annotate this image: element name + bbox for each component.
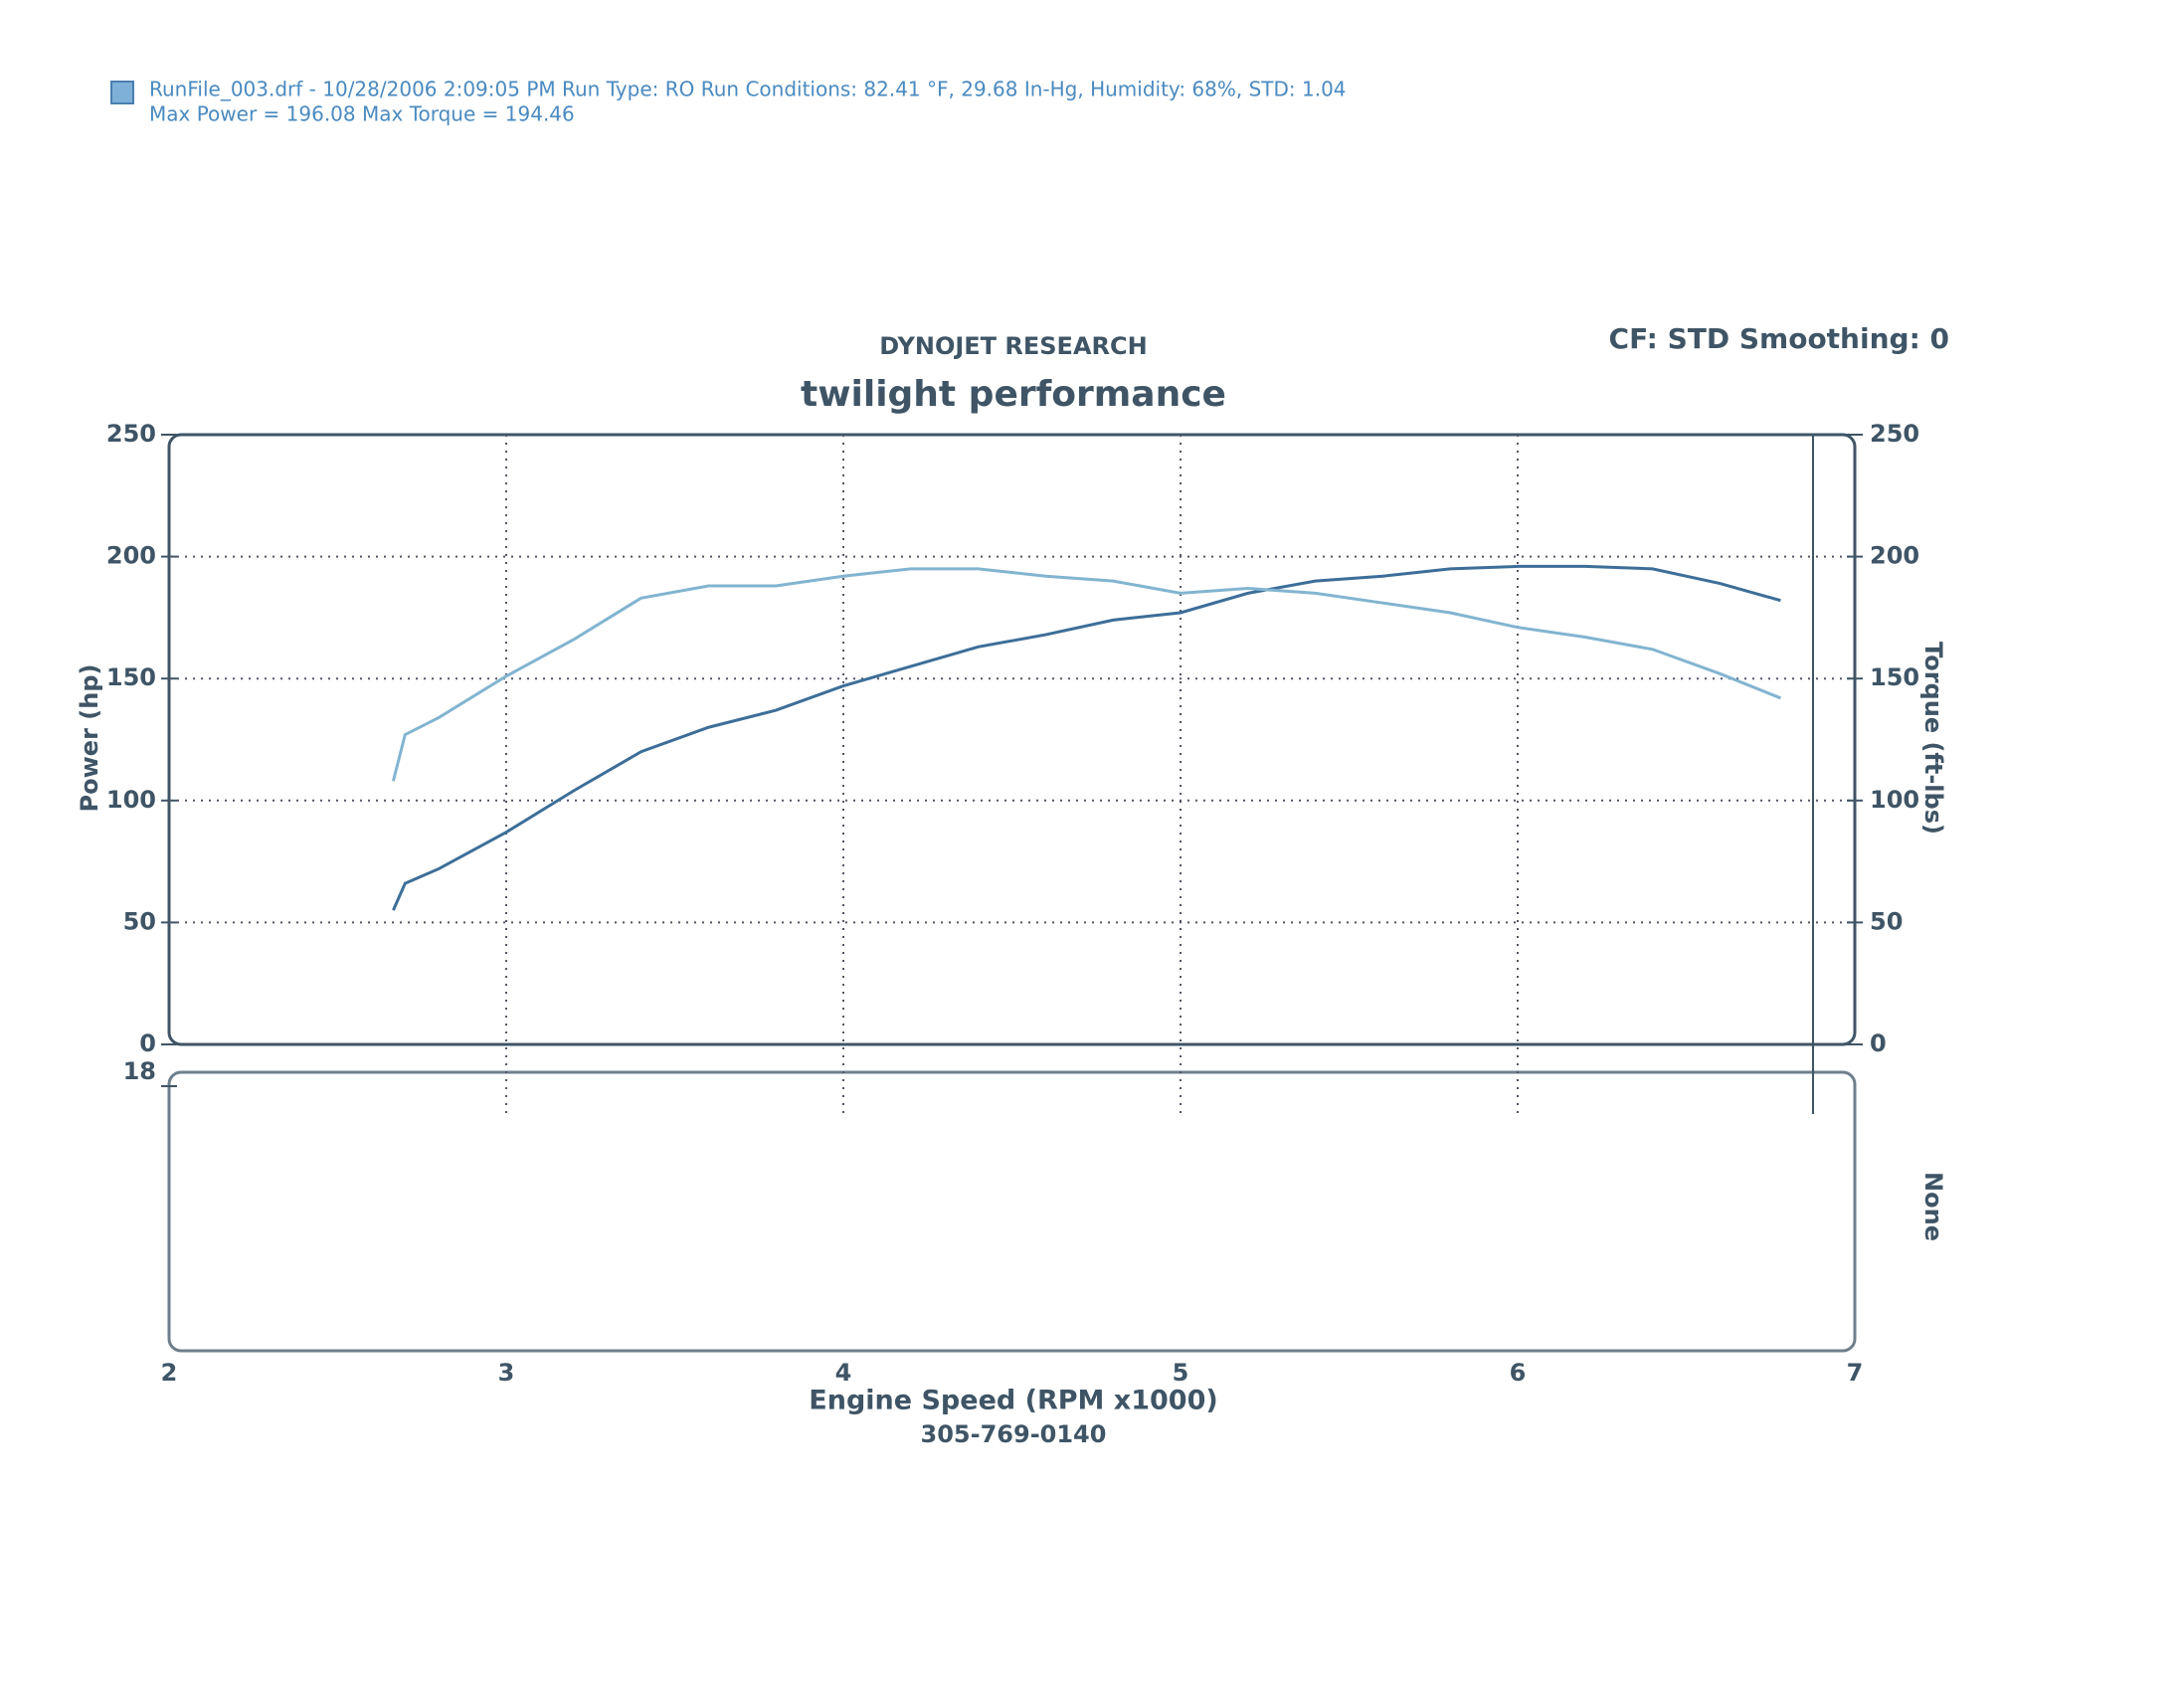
lower-panel-label: None <box>1919 1172 1947 1241</box>
y2-tick-label: 200 <box>1870 542 1919 570</box>
run-info: RunFile_003.drf - 10/28/2006 2:09:05 PM … <box>149 78 1347 101</box>
y2-axis-label: Torque (ft-lbs) <box>1919 642 1947 835</box>
y2-tick-label: 150 <box>1870 663 1919 691</box>
y-tick-label: 50 <box>123 907 156 935</box>
x-tick-label: 7 <box>1847 1359 1864 1387</box>
x-tick-label: 5 <box>1173 1359 1189 1387</box>
y2-tick-label: 250 <box>1870 420 1919 448</box>
max-info: Max Power = 196.08 Max Torque = 194.46 <box>149 102 575 126</box>
y-tick-label: 100 <box>106 786 156 814</box>
series-line <box>392 564 1781 911</box>
series-line <box>391 567 1781 782</box>
chart-title: DYNOJET RESEARCH <box>879 332 1147 360</box>
x-tick-label: 6 <box>1510 1359 1527 1387</box>
chart-subtitle: twilight performance <box>801 374 1226 415</box>
y-tick-label: 0 <box>139 1029 156 1057</box>
y-tick-label: 250 <box>106 420 156 448</box>
y2-tick-label: 50 <box>1870 907 1903 935</box>
x-tick-label: 3 <box>498 1359 515 1387</box>
y-tick-label: 200 <box>106 542 156 570</box>
x-tick-label: 2 <box>161 1359 178 1387</box>
settings-note: CF: STD Smoothing: 0 <box>1609 322 1949 355</box>
footer: 305-769-0140 <box>921 1420 1107 1448</box>
plot-frame <box>167 433 1857 1046</box>
x-axis-label: Engine Speed (RPM x1000) <box>809 1386 1217 1416</box>
legend-swatch <box>110 81 134 104</box>
y2-tick-label: 100 <box>1870 786 1919 814</box>
x-tick-label: 4 <box>835 1359 852 1387</box>
y-tick-label: 150 <box>106 663 156 691</box>
lower-tick-label: 18 <box>123 1057 156 1085</box>
y2-tick-label: 0 <box>1870 1029 1887 1057</box>
lower-panel-frame <box>167 1070 1857 1353</box>
y-axis-label: Power (hp) <box>76 664 103 813</box>
